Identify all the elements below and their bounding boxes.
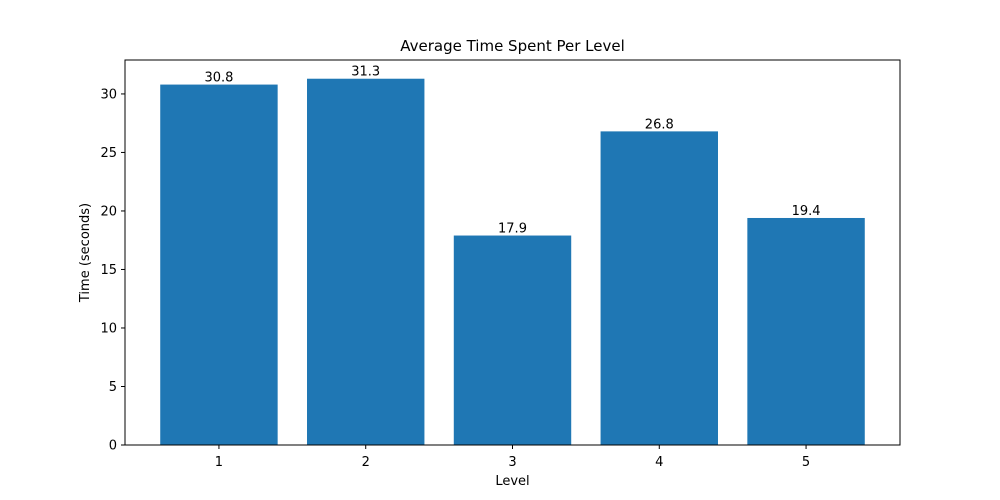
data-label-level-1: 30.8 bbox=[204, 71, 233, 86]
x-tick-label: 5 bbox=[802, 455, 810, 470]
y-axis-label: Time (seconds) bbox=[78, 203, 93, 303]
y-tick-label: 25 bbox=[100, 146, 117, 161]
bar-level-2 bbox=[307, 78, 425, 446]
y-tick-label: 10 bbox=[100, 321, 117, 336]
bar-level-4 bbox=[600, 131, 718, 445]
y-tick-label: 15 bbox=[100, 263, 117, 278]
x-tick-label: 3 bbox=[508, 455, 516, 470]
y-tick-label: 5 bbox=[109, 380, 117, 395]
bar-level-5 bbox=[747, 217, 865, 445]
data-label-level-5: 19.4 bbox=[792, 204, 821, 219]
data-label-level-3: 17.9 bbox=[498, 222, 527, 237]
y-tick-label: 0 bbox=[109, 439, 117, 454]
plot-area: 30.8 31.3 17.9 26.8 19.4 1 2 3 4 5 0 5 10 15 20 25 30 bbox=[100, 59, 901, 470]
x-tick-label: 4 bbox=[655, 455, 663, 470]
x-tick-label: 2 bbox=[362, 455, 370, 470]
bar-level-1 bbox=[160, 84, 278, 446]
chart-title: Average Time Spent Per Level bbox=[400, 37, 625, 55]
x-axis-label: Level bbox=[495, 474, 529, 489]
bar-level-3 bbox=[453, 235, 572, 445]
plot-frame bbox=[124, 59, 901, 446]
data-label-level-2: 31.3 bbox=[351, 65, 380, 80]
y-tick-label: 20 bbox=[100, 204, 117, 219]
y-tick-label: 30 bbox=[100, 87, 117, 102]
x-tick-label: 1 bbox=[215, 455, 223, 470]
data-label-level-4: 26.8 bbox=[645, 117, 674, 132]
